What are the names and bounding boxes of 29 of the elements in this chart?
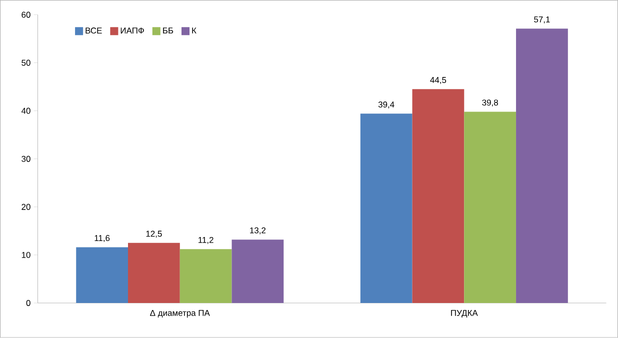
bar: [464, 112, 516, 304]
data-label: 13,2: [250, 228, 266, 234]
bar: [128, 243, 180, 304]
y-tick-label: 50: [22, 60, 30, 66]
legend-label: ВСЕ: [86, 28, 102, 34]
bar: [76, 247, 128, 304]
y-tick-label: 0: [26, 300, 30, 306]
data-label: 11,6: [94, 235, 110, 242]
bar: [180, 249, 232, 304]
y-tick-label: 20: [22, 204, 30, 210]
bar: [412, 89, 464, 304]
data-label: 44,5: [430, 77, 446, 84]
y-tick-label: 40: [21, 108, 30, 114]
bar: [360, 114, 412, 304]
y-tick-label: 10: [22, 252, 30, 258]
data-label: 39,4: [378, 102, 394, 109]
x-tick-label: ПУДКА: [451, 310, 478, 318]
data-label: 11,2: [198, 237, 214, 244]
y-tick-label: 60: [22, 12, 30, 18]
y-tick-label: 30: [22, 156, 30, 162]
legend-label: ББ: [163, 28, 174, 34]
data-label: 12,5: [146, 230, 162, 238]
legend-label: К: [192, 28, 196, 34]
data-label: 39,8: [482, 100, 498, 107]
x-tick-label: Δ диаметра ПА: [150, 310, 210, 318]
data-label: 57,1: [534, 16, 550, 24]
bar: [516, 28, 568, 304]
legend-label: ИАПФ: [120, 28, 144, 34]
bar: [232, 240, 284, 304]
